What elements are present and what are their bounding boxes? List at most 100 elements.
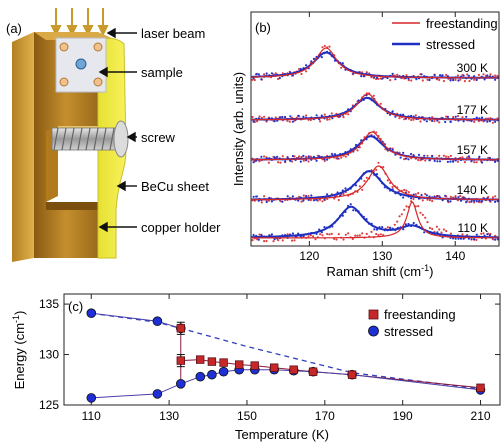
panel-c-freestanding-point-1 (176, 356, 185, 365)
spectrum-1-freestanding-dot (319, 120, 322, 123)
spectrum-1-freestanding-dot (326, 118, 329, 121)
spectrum-2-freestanding-dot (298, 155, 301, 158)
spectrum-4-stressed-dot (494, 238, 497, 241)
spectrum-4-stressed-dot (496, 238, 499, 241)
spectrum-0-freestanding-dot (421, 79, 424, 82)
spectrum-4-freestanding-dot (277, 239, 280, 242)
spectrum-3-freestanding-dot (449, 195, 452, 198)
panel-c-freestanding-point-5 (234, 360, 244, 369)
legend-marker-freestanding (368, 309, 379, 320)
spectrum-4-freestanding-dot (405, 205, 408, 208)
spectrum-3-freestanding-dot (426, 198, 429, 201)
spectrum-0-freestanding-dot (459, 78, 462, 81)
spectrum-1-freestanding-dot (309, 118, 312, 122)
spectrum-2-stressed-dot (252, 161, 255, 164)
spectrum-0-freestanding-dot (456, 74, 459, 77)
spectrum-1-stressed-dot (320, 114, 323, 117)
spectrum-2-freestanding-dot (356, 149, 359, 152)
spectrum-4-freestanding-dot (291, 239, 294, 242)
spectrum-4-temperature-label: 110 K (458, 221, 488, 235)
spectrum-3-stressed-dot (255, 195, 258, 198)
spectrum-4-freestanding-dot (361, 232, 364, 235)
spectrum-1-freestanding-dot (328, 118, 331, 121)
spectrum-1-freestanding-dot (342, 116, 345, 119)
spectrum-3-freestanding-dot (321, 200, 324, 203)
spectrum-0-stressed-dot (320, 56, 323, 59)
panel-c-y-axis-label: Energy (cm-1) (11, 311, 27, 390)
spectrum-1-stressed-dot (394, 115, 397, 118)
spectrum-1-freestanding-dot (414, 114, 417, 117)
spectrum-0-stressed-dot (310, 60, 313, 63)
spectrum-4-freestanding-dot (482, 232, 485, 235)
spectrum-4-freestanding-dot (480, 232, 483, 235)
spectrum-4-freestanding-dot (281, 239, 284, 242)
spectrum-1-stressed-dot (431, 119, 434, 122)
spectrum-1-stressed-dot (284, 115, 287, 119)
spectrum-1-freestanding-dot (456, 114, 459, 118)
spectrum-4-freestanding-dot (421, 213, 424, 216)
spectrum-4-freestanding-dot (475, 238, 478, 241)
spectrum-3-stressed-dot (420, 193, 423, 197)
spectrum-2-freestanding-dot (300, 155, 303, 159)
spectrum-2-freestanding-dot (307, 160, 310, 163)
spectrum-3-freestanding-dot (358, 185, 361, 188)
spectrum-2-stressed-dot (478, 155, 481, 158)
spectrum-2-stressed-dot (404, 157, 407, 160)
spectrum-2-stressed-dot (407, 158, 410, 161)
spectrum-2-freestanding-dot (466, 156, 469, 159)
spectrum-3-stressed-dot (354, 184, 358, 187)
spectrum-1-freestanding-dot (305, 114, 308, 117)
panel-a-label: (a) (6, 21, 22, 36)
spectrum-4-freestanding-dot (403, 208, 406, 211)
spectrum-2-freestanding-dot (267, 161, 270, 164)
panel-c-x-axis-label: Temperature (K) (235, 427, 329, 442)
spectrum-3-freestanding-dot (361, 188, 364, 191)
spectrum-4-freestanding-dot (442, 228, 445, 231)
spectrum-0-stressed-dot (260, 78, 263, 81)
spectrum-1-freestanding-dot (286, 119, 289, 122)
spectrum-4-stressed-dot (404, 223, 407, 226)
spectrum-0-stressed-dot (449, 79, 452, 82)
spectrum-4-stressed-dot (473, 238, 476, 241)
spectrum-3-freestanding-dot (382, 166, 385, 169)
spectrum-3-freestanding-dot (307, 195, 310, 198)
spectrum-3-stressed-dot (475, 200, 478, 203)
spectrum-4-stressed-dot (291, 232, 294, 235)
spectrum-0-stressed-dot (278, 76, 281, 80)
spectrum-1-stressed-dot (494, 120, 497, 123)
panel-a-illustration: (a) (6, 8, 221, 262)
spectrum-4-freestanding-dot (312, 235, 315, 238)
spectrum-2-freestanding-dot (302, 159, 305, 162)
spectrum-2-stressed-dot (318, 155, 321, 158)
spectrum-0-freestanding-dot (489, 73, 492, 76)
spectrum-4-stressed-dot (452, 237, 455, 240)
spectrum-3-temperature-label: 140 K (457, 183, 488, 197)
spectrum-4-stressed-dot (352, 209, 355, 212)
panel-c-stressed-point-4 (152, 389, 163, 399)
spectrum-1-freestanding-dot (473, 120, 476, 123)
spectrum-1-stressed-dot (404, 117, 407, 120)
spectrum-2-stressed-dot (291, 155, 294, 158)
spectrum-3-freestanding-dot (428, 199, 431, 202)
panel-c-x-ticks: 110 130 150 170 190 210 (82, 294, 491, 423)
spectrum-0-stressed-dot (457, 79, 460, 82)
spectrum-4-stressed-dot (412, 221, 415, 225)
spectrum-2-stressed-dot (305, 159, 308, 162)
spectrum-0-freestanding-dot (263, 73, 266, 76)
spectrum-4-freestanding-dot (293, 239, 296, 242)
spectrum-2-stressed-dot (438, 160, 442, 163)
spectrum-4-freestanding-dot (356, 234, 359, 237)
spectrum-0-stressed-dot (494, 78, 497, 81)
spectrum-4-freestanding-dot (438, 228, 441, 231)
spectrum-4-freestanding-dot (426, 221, 429, 224)
spectrum-4-stressed-dot (375, 228, 379, 231)
spectrum-0-freestanding-dot (463, 80, 466, 83)
spectrum-3-stressed-dot (252, 195, 255, 198)
spectrum-1-freestanding-dot (398, 117, 401, 120)
panel-c-x-tick-label-5: 210 (471, 409, 491, 423)
spectrum-2-stressed-dot (326, 158, 329, 161)
spectrum-0-freestanding-dot (277, 77, 280, 81)
spectrum-3-stressed-dot (425, 194, 428, 197)
spectrum-2-stressed-dot (315, 159, 318, 162)
